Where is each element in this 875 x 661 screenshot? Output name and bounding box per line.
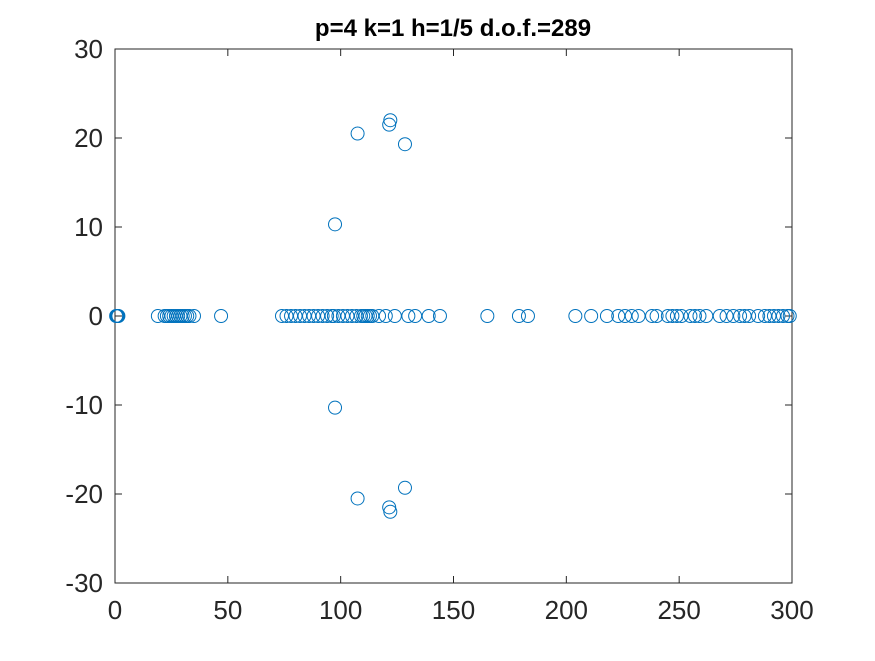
data-point [762, 309, 777, 323]
data-point [631, 309, 646, 323]
data-point [182, 309, 197, 323]
data-point [214, 309, 229, 323]
data-point [335, 309, 350, 323]
data-point [584, 309, 599, 323]
data-point [408, 309, 423, 323]
x-tick-label: 0 [108, 595, 122, 625]
data-point [568, 309, 583, 323]
data-point [383, 113, 398, 128]
data-point [297, 309, 312, 323]
y-tick-label: 30 [74, 34, 103, 64]
data-point [611, 309, 626, 323]
data-point [186, 309, 201, 323]
data-point [397, 137, 412, 152]
data-point [344, 309, 359, 323]
data-point [279, 309, 294, 323]
data-point [712, 309, 727, 323]
data-point [699, 309, 714, 323]
data-point [284, 309, 299, 323]
x-tick-label: 300 [770, 595, 813, 625]
data-point [328, 217, 343, 232]
x-tick-label: 200 [545, 595, 588, 625]
data-point [775, 309, 790, 323]
axes: 0 50 100 150 200 250 300 -30 -20 -10 0 10 20 30 [65, 34, 813, 625]
data-point [326, 309, 341, 323]
data-point [365, 309, 380, 323]
data-point [350, 491, 365, 506]
data-point [401, 309, 416, 323]
data-point [421, 309, 436, 323]
data-point [397, 480, 412, 495]
data-point [150, 309, 165, 323]
data-point [372, 309, 387, 323]
y-tick-label: -20 [65, 479, 103, 509]
data-point [311, 309, 326, 323]
y-tick-label: 20 [74, 123, 103, 153]
data-point [757, 309, 772, 323]
data-point [383, 504, 398, 519]
data-point [511, 309, 526, 323]
data-point [340, 309, 355, 323]
data-point [274, 309, 289, 323]
y-tick-label: -10 [65, 390, 103, 420]
data-point [660, 309, 675, 323]
data-point [683, 309, 698, 323]
y-tick-label: 0 [89, 301, 103, 331]
data-point [315, 309, 330, 323]
data-point [111, 309, 126, 323]
data-point [674, 309, 689, 323]
data-point [293, 309, 308, 323]
data-point [320, 309, 335, 323]
data-point [669, 309, 684, 323]
data-point [771, 309, 786, 323]
x-tick-label: 100 [319, 595, 362, 625]
data-point [520, 309, 535, 323]
data-point [378, 309, 393, 323]
data-point [665, 309, 680, 323]
data-point [726, 309, 741, 323]
data-point [692, 309, 707, 323]
plot-area-box [114, 48, 793, 584]
data-point [766, 309, 781, 323]
data-point [719, 309, 734, 323]
data-point [387, 309, 402, 323]
data-point [742, 309, 757, 323]
data-point [649, 309, 664, 323]
data-point [480, 309, 495, 323]
y-tick-label: 10 [74, 212, 103, 242]
data-point [782, 309, 797, 323]
data-point [599, 309, 614, 323]
x-tick-label: 250 [657, 595, 700, 625]
data-points [109, 113, 797, 519]
data-point [331, 309, 346, 323]
chart-title: p=4 k=1 h=1/5 d.o.f.=289 [315, 15, 591, 42]
data-point [751, 309, 766, 323]
data-point [687, 309, 702, 323]
data-point [328, 400, 343, 415]
x-tick-label: 150 [432, 595, 475, 625]
data-point [645, 309, 660, 323]
x-tick-label: 50 [213, 595, 242, 625]
data-point [618, 309, 633, 323]
data-point [288, 309, 303, 323]
data-point [349, 309, 364, 323]
data-point [306, 309, 321, 323]
data-point [737, 309, 752, 323]
data-point [733, 309, 748, 323]
y-tick-label: -30 [65, 568, 103, 598]
data-point [350, 126, 365, 141]
data-point [624, 309, 639, 323]
data-point [302, 309, 317, 323]
data-point [432, 309, 447, 323]
